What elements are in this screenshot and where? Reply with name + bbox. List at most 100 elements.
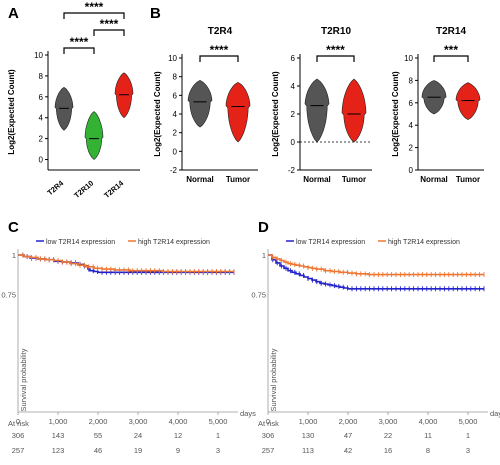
at-risk-value: 8 — [426, 446, 430, 455]
x-tick-label: 5,000 — [209, 417, 228, 426]
x-tick-label: 4,000 — [169, 417, 188, 426]
legend-label: low T2R14 expression — [296, 239, 365, 246]
y-tick-label: 0 — [409, 166, 414, 175]
y-axis-label: Survival probability — [19, 348, 28, 411]
significance-bracket — [93, 29, 125, 36]
x-axis-label: days — [240, 409, 256, 418]
y-tick-label: 6 — [39, 93, 44, 102]
x-tick-label: 0 — [266, 417, 270, 426]
x-tick-label: Tumor — [456, 175, 480, 184]
significance-bracket — [199, 55, 239, 62]
at-risk-value: 22 — [384, 431, 392, 440]
y-tick-label: -2 — [170, 166, 178, 175]
x-tick-label: T2R14 — [102, 178, 126, 200]
violin-panel-b-t2r10: -2 0 2 4 6 Log2(Expected Count) T2R10 Normal Tum… — [271, 26, 372, 184]
significance-label: **** — [326, 43, 345, 57]
at-risk-value: 3 — [466, 446, 470, 455]
violin-tumor — [341, 78, 367, 143]
y-axis-label: Log2(Expected Count) — [271, 71, 280, 157]
x-tick-label: 0 — [16, 417, 20, 426]
at-risk-value: 1 — [216, 431, 220, 440]
violin-normal — [304, 78, 330, 143]
at-risk-value: 1 — [466, 431, 470, 440]
violin-tumor — [225, 81, 251, 143]
legend-label: low T2R14 expression — [46, 239, 115, 246]
survival-curve-low — [268, 254, 484, 290]
survival-curve-high — [268, 254, 484, 276]
violin-normal — [187, 80, 213, 128]
x-tick-label: T2R10 — [72, 179, 95, 200]
at-risk-label: At risk — [258, 419, 279, 428]
at-risk-value: 123 — [52, 446, 65, 455]
x-tick-label: 5,000 — [459, 417, 478, 426]
significance-bracket — [433, 55, 469, 62]
x-tick-label: Tumor — [342, 175, 366, 184]
y-tick-label: 2 — [39, 135, 44, 144]
significance-label: **** — [210, 43, 229, 57]
at-risk-value: 55 — [94, 431, 102, 440]
at-risk-value: 113 — [302, 446, 314, 455]
y-tick-label: 0 — [39, 156, 44, 165]
at-risk-value: 306 — [262, 431, 275, 440]
x-tick-label: 2,000 — [89, 417, 108, 426]
significance-bracket — [316, 55, 355, 62]
at-risk-label: At risk — [8, 419, 29, 428]
x-tick-label: 1,000 — [299, 417, 318, 426]
significance-label: **** — [85, 0, 104, 14]
survival-panel-d: 1 0.75 Survival probability 0 1,000 2,000 3,00… — [251, 239, 500, 455]
survival-panel-c: 1 0.75 Survival probability 0 1,000 2,000 3,00… — [1, 239, 256, 455]
at-risk-value: 11 — [424, 431, 432, 440]
y-tick-label: 10 — [168, 54, 177, 63]
chart-title: T2R10 — [321, 26, 351, 37]
at-risk-value: 306 — [12, 431, 25, 440]
x-tick-label: Normal — [303, 175, 331, 184]
y-tick-label: 2 — [409, 144, 414, 153]
y-tick-label: 4 — [39, 114, 44, 123]
x-tick-label: 1,000 — [49, 417, 68, 426]
at-risk-value: 143 — [52, 431, 65, 440]
y-tick-label: 8 — [39, 72, 44, 81]
at-risk-value: 257 — [12, 446, 25, 455]
x-axis-label: days — [490, 409, 500, 418]
x-tick-label: 3,000 — [129, 417, 148, 426]
at-risk-value: 257 — [262, 446, 275, 455]
panel-letter-c: C — [8, 219, 19, 236]
y-axis-label: Log2(Expected Count) — [7, 69, 16, 155]
y-axis-label: Survival probability — [269, 348, 278, 411]
y-tick-label: 0 — [291, 138, 296, 147]
y-tick-label: 8 — [173, 73, 178, 82]
y-tick-label: 4 — [409, 121, 414, 130]
significance-label: **** — [100, 17, 119, 31]
at-risk-value: 9 — [176, 446, 180, 455]
panel-letter-a: A — [8, 5, 19, 22]
panel-letter-b: B — [150, 5, 161, 22]
at-risk-value: 19 — [134, 446, 142, 455]
y-tick-label: 4 — [173, 110, 178, 119]
chart-title: T2R4 — [208, 26, 233, 37]
violin-tumor — [455, 82, 481, 120]
panel-letter-d: D — [258, 219, 269, 236]
y-axis-label: Log2(Expected Count) — [153, 71, 162, 157]
y-axis-label: Log2(Expected Count) — [391, 71, 400, 157]
significance-label: **** — [70, 35, 89, 49]
y-tick-label: 1 — [12, 251, 16, 260]
at-risk-value: 47 — [344, 431, 352, 440]
at-risk-value: 3 — [216, 446, 220, 455]
at-risk-value: 42 — [344, 446, 352, 455]
y-tick-label: 6 — [409, 99, 414, 108]
chart-title: T2R14 — [436, 26, 466, 37]
x-tick-label: Normal — [186, 175, 214, 184]
x-tick-label: 3,000 — [379, 417, 398, 426]
y-tick-label: 0 — [173, 147, 178, 156]
violin-panel-a: 0 2 4 6 8 10 Log2(Expected Count) T2R4 T2R10 T2R1… — [7, 0, 140, 200]
at-risk-value: 16 — [384, 446, 392, 455]
significance-label: *** — [444, 43, 458, 57]
significance-bracket — [63, 12, 125, 19]
survival-curve-high — [18, 254, 234, 273]
significance-bracket — [63, 47, 95, 54]
violin-t2r10 — [84, 111, 104, 160]
at-risk-value: 24 — [134, 431, 142, 440]
violin-panel-b-t2r4: -2 0 2 4 6 8 10 Log2(Expected Count) T2R4 Normal T… — [153, 26, 258, 184]
y-tick-label: 8 — [409, 76, 414, 85]
